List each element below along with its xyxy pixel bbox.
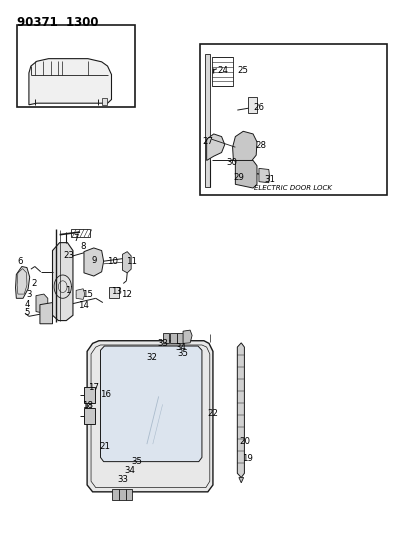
Polygon shape [102, 98, 107, 105]
Text: 8: 8 [80, 242, 86, 251]
Polygon shape [119, 489, 126, 500]
Bar [248, 97, 257, 113]
Text: 6: 6 [17, 257, 23, 265]
Text: 35: 35 [131, 457, 142, 466]
Polygon shape [15, 266, 30, 298]
Text: 25: 25 [237, 66, 248, 75]
Text: ELECTRIC DOOR LOCK: ELECTRIC DOOR LOCK [254, 184, 332, 191]
Text: 10: 10 [107, 257, 118, 265]
Text: 22: 22 [208, 409, 219, 418]
Polygon shape [53, 243, 73, 320]
Bar [17, 25, 135, 108]
Polygon shape [239, 478, 244, 483]
Polygon shape [183, 330, 192, 343]
Polygon shape [232, 131, 257, 163]
Polygon shape [112, 489, 118, 500]
Text: 3: 3 [26, 290, 32, 299]
Text: 1: 1 [65, 286, 70, 295]
Bar [71, 229, 90, 237]
Polygon shape [235, 160, 257, 188]
Polygon shape [237, 343, 244, 478]
Text: 32: 32 [147, 353, 158, 362]
Text: 2: 2 [31, 279, 36, 288]
Polygon shape [205, 54, 210, 187]
Text: 33: 33 [158, 339, 169, 348]
Text: 18: 18 [82, 401, 93, 410]
Polygon shape [122, 252, 131, 273]
Bar [212, 57, 233, 86]
Polygon shape [36, 294, 48, 313]
Polygon shape [40, 303, 53, 324]
Text: 14: 14 [78, 301, 89, 310]
Text: 11: 11 [126, 257, 137, 265]
Polygon shape [259, 168, 270, 183]
Text: 34: 34 [124, 466, 135, 475]
Polygon shape [163, 333, 169, 343]
Text: 21: 21 [99, 442, 110, 451]
Text: 90371  1300: 90371 1300 [17, 15, 99, 29]
Polygon shape [29, 59, 112, 105]
Polygon shape [76, 289, 85, 300]
Polygon shape [170, 333, 177, 343]
Text: 24: 24 [217, 66, 228, 75]
Text: 5: 5 [24, 308, 30, 317]
Text: 23: 23 [63, 252, 74, 261]
Text: 33: 33 [117, 475, 128, 484]
Text: 31: 31 [264, 174, 275, 183]
Text: 20: 20 [239, 437, 250, 446]
Text: 27: 27 [202, 137, 213, 146]
Text: 30: 30 [226, 158, 237, 167]
Text: 29: 29 [233, 173, 244, 182]
Text: 17: 17 [88, 383, 99, 392]
Text: 28: 28 [255, 141, 266, 150]
Polygon shape [207, 134, 225, 160]
Polygon shape [177, 333, 183, 343]
Polygon shape [87, 341, 213, 492]
Text: 9: 9 [91, 256, 96, 265]
Polygon shape [84, 408, 95, 424]
Text: 35: 35 [177, 350, 188, 359]
Bar [200, 44, 387, 195]
Text: 19: 19 [242, 455, 253, 464]
Polygon shape [109, 287, 118, 298]
Text: 15: 15 [82, 290, 93, 299]
Text: 7: 7 [73, 235, 78, 244]
Polygon shape [101, 346, 202, 462]
Text: 13: 13 [111, 287, 122, 296]
Polygon shape [84, 248, 104, 276]
Text: 16: 16 [101, 390, 112, 399]
Text: 4: 4 [24, 300, 30, 309]
Text: 34: 34 [175, 343, 186, 352]
Polygon shape [84, 387, 95, 403]
Text: 26: 26 [254, 103, 265, 112]
Text: 12: 12 [121, 289, 132, 298]
Polygon shape [126, 489, 132, 500]
